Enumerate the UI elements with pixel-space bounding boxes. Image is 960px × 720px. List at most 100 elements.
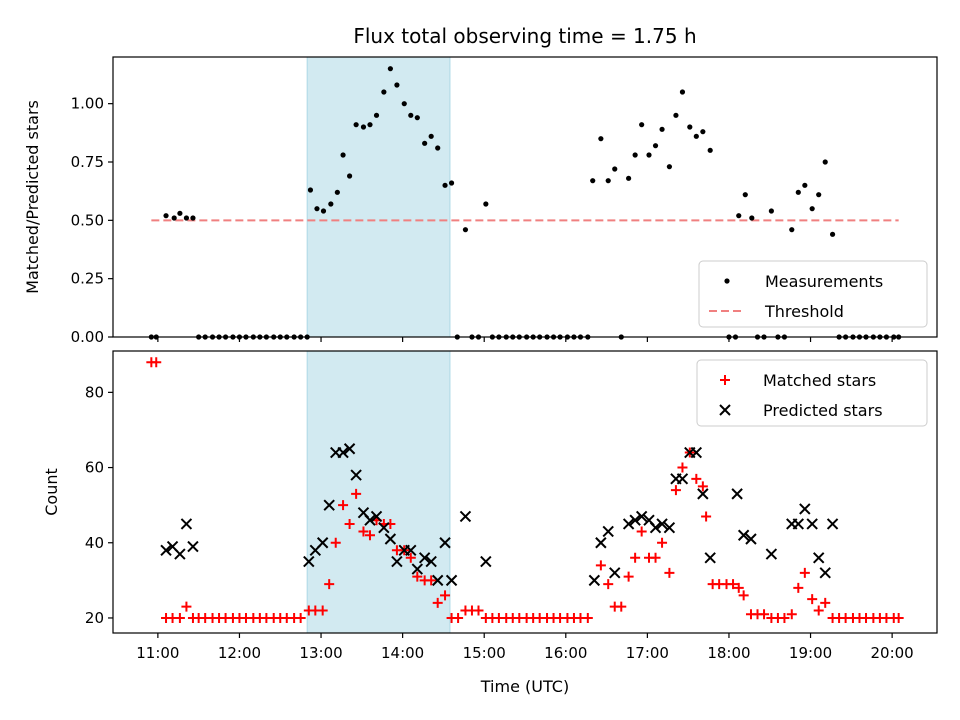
data-point [598,136,604,142]
legend-marker-predicted [719,404,731,416]
data-point [809,206,815,212]
data-point [687,124,693,130]
x-tick-label: 11:00 [136,644,179,662]
data-point [425,555,437,568]
data-point [632,152,638,158]
data-point [316,537,329,549]
data-point [816,192,822,198]
y-tick-label: 0.25 [71,270,104,288]
legend-label: Matched stars [763,371,876,390]
data-point [350,469,362,481]
data-point [459,510,472,523]
y-tick-label: 0.50 [71,211,104,229]
y-tick-label: 80 [85,383,104,401]
data-point [432,597,443,608]
data-point [401,101,407,107]
data-point [440,590,451,601]
data-point [480,555,492,568]
data-point [807,594,818,605]
data-point [408,112,414,118]
y-tick-label: 40 [85,534,104,552]
data-point [307,187,314,193]
data-point [411,563,424,575]
data-point [338,500,349,511]
data-point [387,66,393,72]
data-point [813,605,824,616]
data-point [795,189,801,195]
data-point [590,178,596,184]
data-point [697,488,709,500]
data-point [623,571,634,582]
data-point [378,522,390,534]
data-point [829,231,836,237]
y-tick-label: 0.00 [71,328,104,346]
data-point [693,133,699,139]
legend: Measurements Threshold [698,260,928,328]
data-point [448,180,455,186]
data-point [422,140,428,146]
axes-frame [112,56,938,338]
data-point [768,208,774,214]
data-point [353,122,359,128]
data-point [789,227,795,233]
data-point [626,175,632,181]
data-point [677,462,688,473]
data-point [738,590,749,601]
data-point [340,152,346,158]
data-point [822,159,828,165]
data-point [622,518,635,530]
legend-label: Measurements [765,272,883,291]
data-point [367,122,373,128]
x-axis-label: Time (UTC) [480,677,569,696]
y-tick-label: 1.00 [71,95,104,113]
data-point [483,201,489,207]
data-point [639,122,645,128]
x-tick-label: 18:00 [707,644,750,662]
legend: Matched stars Predicted stars [696,359,928,427]
data-point [650,552,661,563]
data-point [151,357,162,368]
data-point [670,485,681,496]
data-point [745,533,757,545]
data-point [733,582,744,593]
data-point [786,609,797,620]
data-point [802,182,808,188]
data-point [806,518,818,530]
data-point [183,215,190,221]
data-point [749,215,755,221]
data-point [691,473,702,484]
data-point [180,518,193,530]
observing-window-span [306,56,451,338]
data-point [629,514,641,526]
axes-frame [112,350,938,634]
data-point [664,567,675,578]
data-point [445,574,458,587]
data-point [343,443,356,455]
y-tick-label: 0.75 [71,153,104,171]
data-point [381,89,387,95]
data-point [602,525,614,538]
data-point [405,544,417,556]
data-point [412,571,423,582]
data-point [314,206,320,212]
data-point [453,612,464,623]
data-point [636,526,647,537]
data-point [700,129,706,135]
x-tick-label: 20:00 [871,644,914,662]
data-point [344,518,355,529]
data-point [793,582,804,593]
data-point [160,544,172,556]
data-point [370,510,383,523]
data-point [394,82,400,88]
data-point [701,511,712,522]
data-point [742,192,748,198]
data-point [737,529,750,541]
data-point [595,560,606,571]
data-point [328,201,334,207]
data-point [792,518,805,530]
data-point [346,173,353,179]
data-point [820,597,831,608]
data-point [652,143,659,149]
data-point [588,574,601,587]
x-tick-label: 15:00 [463,644,506,662]
